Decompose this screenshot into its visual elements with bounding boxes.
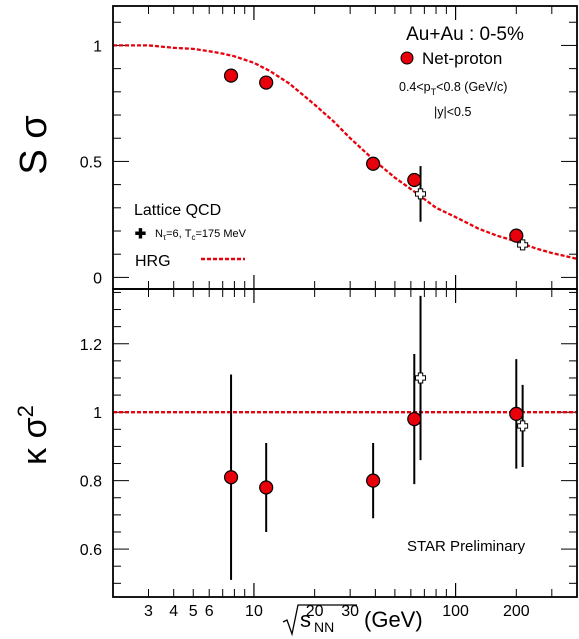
bottom-lattice-points <box>415 372 529 432</box>
top-y-axis-label: S σ <box>13 115 55 174</box>
legend-netproton-label: Net-proton <box>422 49 502 68</box>
y-tick-label: 0.6 <box>80 542 102 559</box>
y-tick-label: 0 <box>93 270 102 287</box>
top-data-points <box>223 68 524 243</box>
annotation-y-cut: |y|<0.5 <box>434 105 471 119</box>
lattice-point <box>415 372 427 384</box>
netproton-point <box>223 470 239 485</box>
netproton-point <box>366 156 381 171</box>
x-tick-label: 6 <box>205 603 214 620</box>
netproton-point <box>407 172 422 188</box>
x-tick-label: 30 <box>341 603 359 620</box>
netproton-point <box>259 480 274 495</box>
top-error-bars <box>230 70 518 241</box>
y-tick-label: 0.5 <box>80 154 102 171</box>
netproton-point <box>407 411 422 427</box>
top-panel-skew-sigma: 00.51 S σ Au+Au : 0-5% Net-proton 0.4<pT… <box>13 6 578 289</box>
legend-lattice-title: Lattice QCD <box>134 202 221 219</box>
hrg-curve <box>113 44 578 260</box>
x-axis-label-s: s <box>300 607 311 632</box>
legend-hrg-label: HRG <box>135 253 171 270</box>
sqrt-sign <box>282 604 357 637</box>
annotation-system: Au+Au : 0-5% <box>406 24 524 45</box>
bottom-y-axis-label: κ σ2 <box>13 405 54 465</box>
x-axis-label-sub: NN <box>314 619 334 635</box>
x-axis-label-unit: (GeV) <box>364 607 423 632</box>
x-tick-label: 10 <box>245 603 263 620</box>
annotation-star-preliminary: STAR Preliminary <box>407 538 526 555</box>
netproton-point <box>366 473 381 488</box>
legend-netproton-marker <box>400 51 414 65</box>
x-tick-label: 5 <box>189 603 198 620</box>
legend-lattice-marker: ✚ <box>135 226 146 241</box>
x-tick-label: 4 <box>169 603 178 620</box>
x-tick-label: 200 <box>503 603 530 620</box>
bottom-axis-ticks: 0.6 0.8 1 1.2 3 4 5 6 10 20 30 100 200 <box>80 289 578 620</box>
legend-lattice-params: Nτ=6, Tc=175 MeV <box>155 228 247 242</box>
bottom-panel-kurt-sigma2: 0.6 0.8 1 1.2 3 4 5 6 10 20 30 100 200 κ σ2 STAR Pre… <box>13 289 578 620</box>
netproton-point <box>259 75 274 90</box>
bottom-plot-frame <box>112 288 578 598</box>
netproton-point <box>223 68 239 83</box>
y-tick-label: 1 <box>93 38 102 55</box>
annotation-pt-cut: 0.4<pT<0.8 (GeV/c) <box>399 80 507 97</box>
lattice-point <box>517 239 529 251</box>
bottom-data-points <box>223 406 524 495</box>
y-tick-label: 1.2 <box>80 337 102 354</box>
x-tick-label: 20 <box>306 603 324 620</box>
top-hrg-curve <box>113 44 578 260</box>
top-lattice-points <box>415 188 529 251</box>
netproton-point <box>509 228 524 243</box>
y-tick-label: 0.8 <box>80 474 102 491</box>
x-tick-label: 100 <box>442 603 469 620</box>
lattice-point <box>517 420 529 432</box>
top-axis-ticks: 00.51 <box>80 6 578 289</box>
y-tick-label: 1 <box>93 405 102 422</box>
netproton-point <box>509 406 524 422</box>
x-axis-label: s NN (GeV) <box>282 604 423 637</box>
lattice-point <box>415 188 427 200</box>
x-tick-label: 3 <box>144 603 153 620</box>
